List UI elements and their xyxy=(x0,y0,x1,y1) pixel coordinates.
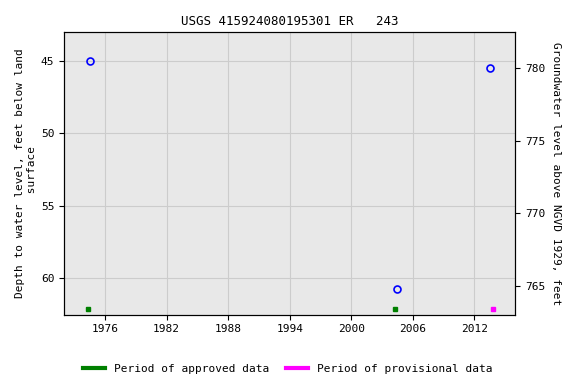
Legend: Period of approved data, Period of provisional data: Period of approved data, Period of provi… xyxy=(79,359,497,379)
Title: USGS 415924080195301 ER   243: USGS 415924080195301 ER 243 xyxy=(181,15,399,28)
Y-axis label: Depth to water level, feet below land
 surface: Depth to water level, feet below land su… xyxy=(15,48,37,298)
Y-axis label: Groundwater level above NGVD 1929, feet: Groundwater level above NGVD 1929, feet xyxy=(551,42,561,305)
